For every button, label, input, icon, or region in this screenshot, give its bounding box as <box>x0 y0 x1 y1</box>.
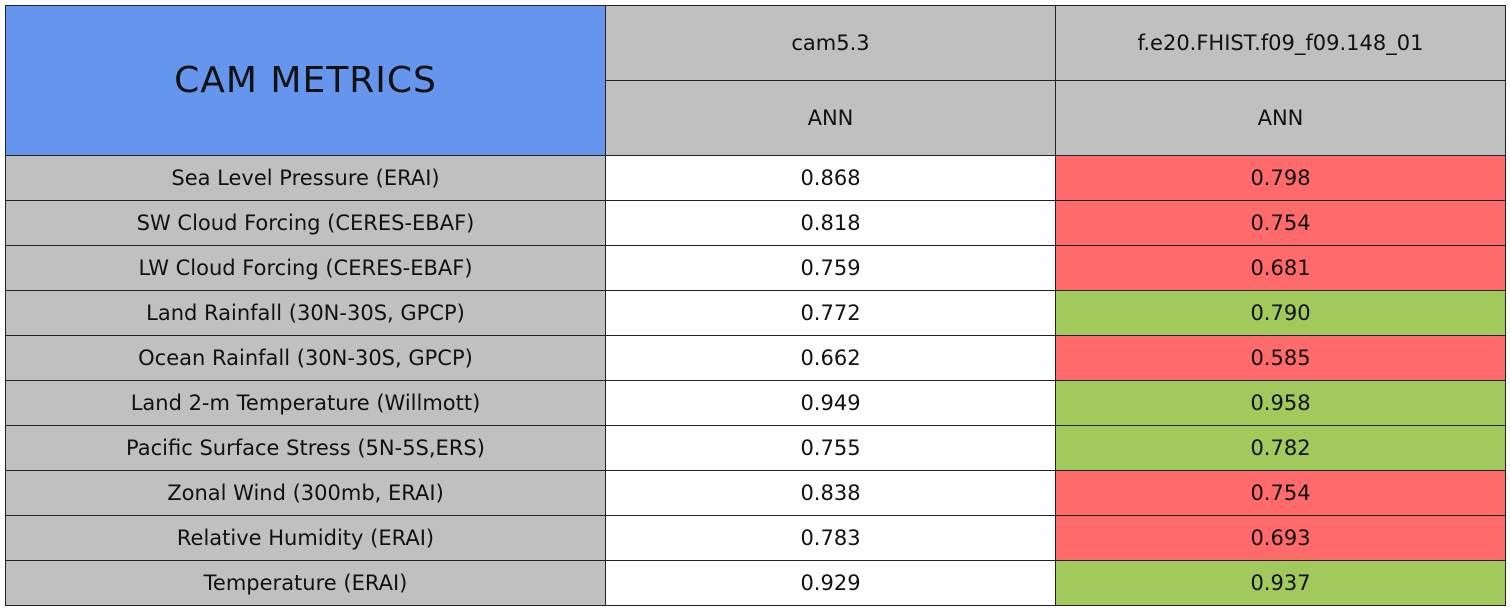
metric-row: Relative Humidity (ERAI) 0.783 0.693 <box>5 515 1506 561</box>
model-name: f.e20.FHIST.f09_f09.148_01 <box>1055 5 1506 81</box>
metrics-table: CAM METRICS cam5.3 f.e20.FHIST.f09_f09.1… <box>5 5 1506 606</box>
metric-value: 0.868 <box>605 155 1056 201</box>
model-name: cam5.3 <box>605 5 1056 81</box>
metric-name: Pacific Surface Stress (5N-5S,ERS) <box>5 425 606 471</box>
metric-name: Sea Level Pressure (ERAI) <box>5 155 606 201</box>
season-row: ANN ANN <box>6 80 1506 156</box>
metric-row: LW Cloud Forcing (CERES-EBAF) 0.759 0.681 <box>5 245 1506 291</box>
metric-value: 0.759 <box>605 245 1056 291</box>
metric-value: 0.929 <box>605 560 1056 606</box>
metric-value: 0.937 <box>1055 560 1506 606</box>
metric-value: 0.949 <box>605 380 1056 426</box>
metric-value: 0.798 <box>1055 155 1506 201</box>
metric-value: 0.772 <box>605 290 1056 336</box>
metric-name: Ocean Rainfall (30N-30S, GPCP) <box>5 335 606 381</box>
metric-value: 0.782 <box>1055 425 1506 471</box>
metric-value: 0.754 <box>1055 200 1506 246</box>
metric-row: Sea Level Pressure (ERAI) 0.868 0.798 <box>5 155 1506 201</box>
metric-name: LW Cloud Forcing (CERES-EBAF) <box>5 245 606 291</box>
metric-value: 0.790 <box>1055 290 1506 336</box>
metric-row: Temperature (ERAI) 0.929 0.937 <box>5 560 1506 606</box>
table-title: CAM METRICS <box>5 5 606 156</box>
metric-row: Zonal Wind (300mb, ERAI) 0.838 0.754 <box>5 470 1506 516</box>
metric-value: 0.693 <box>1055 515 1506 561</box>
metric-name: Relative Humidity (ERAI) <box>5 515 606 561</box>
metric-name: Temperature (ERAI) <box>5 560 606 606</box>
metric-value: 0.754 <box>1055 470 1506 516</box>
metric-row: Pacific Surface Stress (5N-5S,ERS) 0.755 0… <box>5 425 1506 471</box>
metric-name: Land Rainfall (30N-30S, GPCP) <box>5 290 606 336</box>
metric-value: 0.838 <box>605 470 1056 516</box>
header-row: CAM METRICS cam5.3 f.e20.FHIST.f09_f09.1… <box>5 5 1506 156</box>
metric-row: Ocean Rainfall (30N-30S, GPCP) 0.662 0.585 <box>5 335 1506 381</box>
metric-value: 0.958 <box>1055 380 1506 426</box>
metric-value: 0.755 <box>605 425 1056 471</box>
metric-value: 0.681 <box>1055 245 1506 291</box>
metric-name: Land 2-m Temperature (Willmott) <box>5 380 606 426</box>
season: ANN <box>605 80 1056 156</box>
metric-row: Land Rainfall (30N-30S, GPCP) 0.772 0.790 <box>5 290 1506 336</box>
metric-name: SW Cloud Forcing (CERES-EBAF) <box>5 200 606 246</box>
metric-value: 0.662 <box>605 335 1056 381</box>
metric-value: 0.818 <box>605 200 1056 246</box>
metric-name: Zonal Wind (300mb, ERAI) <box>5 470 606 516</box>
metric-value: 0.585 <box>1055 335 1506 381</box>
metric-row: SW Cloud Forcing (CERES-EBAF) 0.818 0.754 <box>5 200 1506 246</box>
metric-value: 0.783 <box>605 515 1056 561</box>
season: ANN <box>1055 80 1506 156</box>
metric-row: Land 2-m Temperature (Willmott) 0.949 0.95… <box>5 380 1506 426</box>
